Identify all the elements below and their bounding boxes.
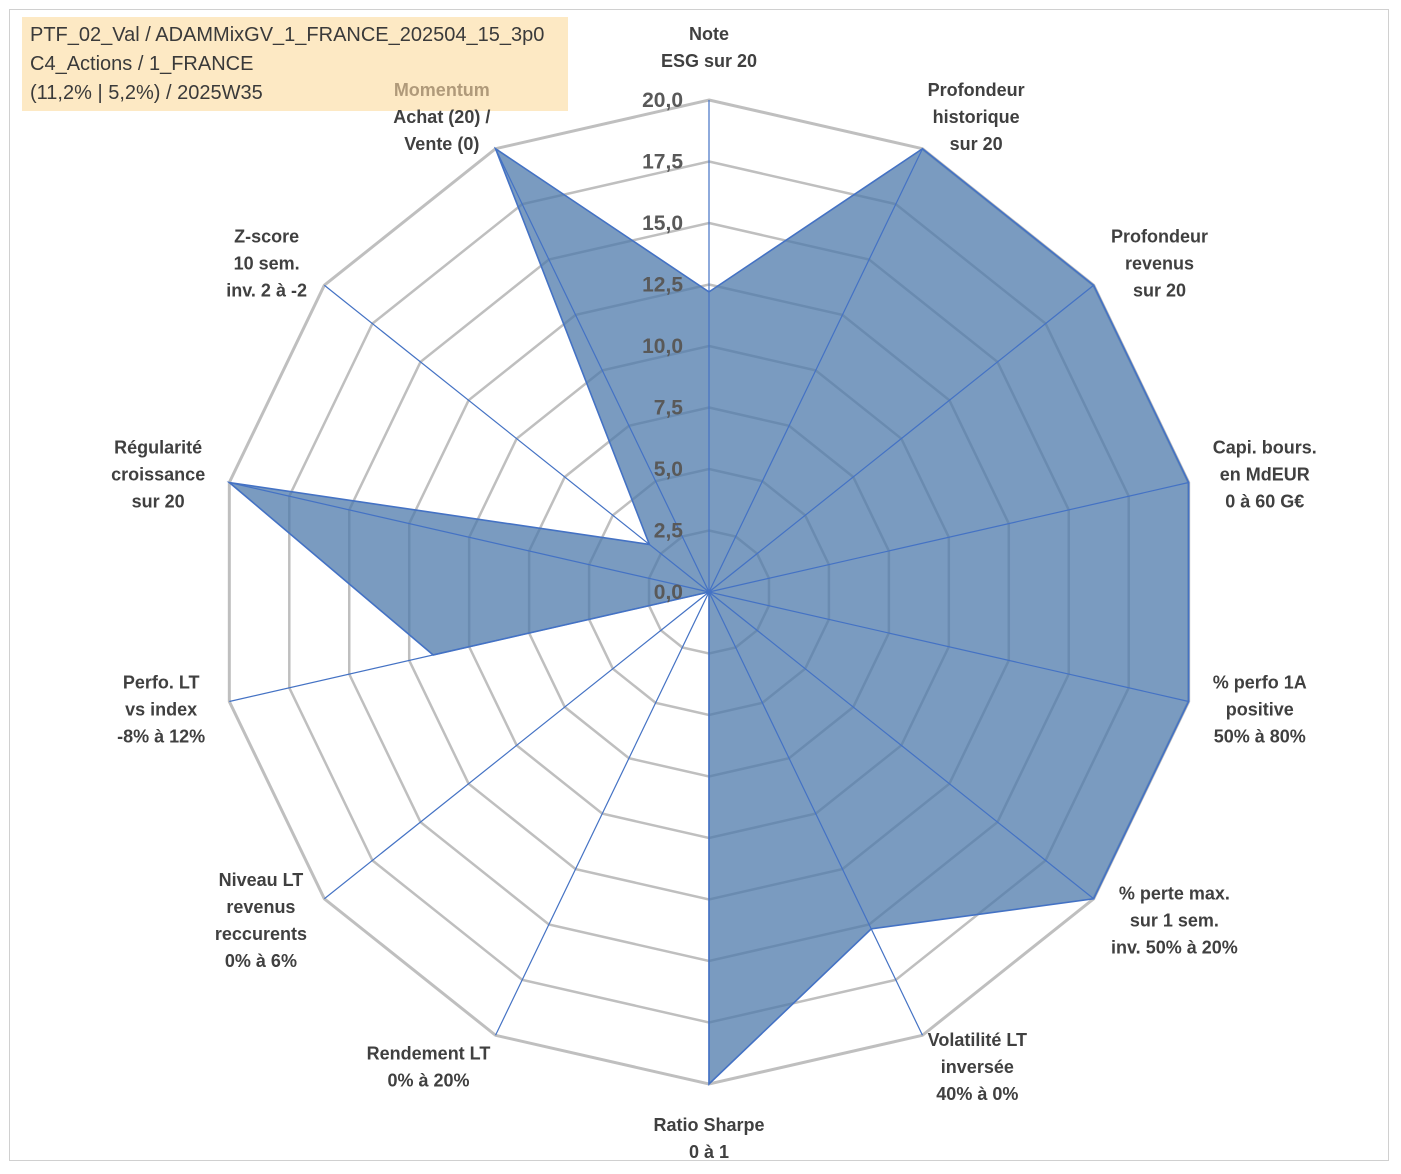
category-label: Momentum Achat (20) / Vente (0) bbox=[393, 80, 490, 154]
category-label: Profondeur revenus sur 20 bbox=[1111, 226, 1208, 300]
category-label-line: revenus bbox=[226, 897, 295, 917]
category-label-line: positive bbox=[1226, 699, 1294, 719]
info-line-stats: (11,2% | 5,2%) / 2025W35 bbox=[30, 82, 263, 104]
category-label-line: croissance bbox=[111, 465, 205, 485]
axis-spoke bbox=[229, 481, 710, 593]
category-label-line: 0 à 1 bbox=[689, 1142, 729, 1162]
category-label-line: Régularité bbox=[114, 438, 202, 458]
category-label-line: sur 1 sem. bbox=[1130, 911, 1219, 931]
radial-tick-labels: 0,0 2,5 5,0 7,5 10,0 12,5 15,0 17,5 20,0 bbox=[642, 89, 683, 604]
category-label-line: Momentum bbox=[394, 80, 490, 100]
tick-label: 0,0 bbox=[654, 581, 683, 604]
category-label-line: Perfo. LT bbox=[123, 672, 200, 692]
axis-spoke bbox=[708, 284, 1095, 593]
category-label-line: inversée bbox=[941, 1057, 1014, 1077]
category-label-line: 50% à 80% bbox=[1214, 726, 1306, 746]
axis-spoke bbox=[708, 481, 1189, 593]
category-label-line: Niveau LT bbox=[219, 870, 304, 890]
axis-spoke bbox=[708, 591, 1189, 703]
category-label-line: % perte max. bbox=[1119, 884, 1230, 904]
category-label-line: 40% à 0% bbox=[936, 1084, 1018, 1104]
category-label-line: sur 20 bbox=[950, 134, 1003, 154]
category-label-line: en MdEUR bbox=[1220, 465, 1310, 485]
category-label-line: 0 à 60 G€ bbox=[1225, 492, 1304, 512]
category-label-line: Vente (0) bbox=[404, 134, 479, 154]
category-labels: Note ESG sur 20 Profondeur historique sur 20… bbox=[111, 24, 1317, 1162]
category-label: % perfo 1A positive 50% à 80% bbox=[1213, 672, 1307, 746]
category-label-line: Profondeur bbox=[1111, 226, 1208, 246]
tick-label: 20,0 bbox=[642, 89, 683, 112]
category-label: Capi. bours. en MdEUR 0 à 60 G€ bbox=[1213, 438, 1317, 512]
category-label-line: Note bbox=[689, 24, 729, 44]
tick-label: 2,5 bbox=[654, 520, 684, 543]
category-label-line: Rendement LT bbox=[367, 1043, 491, 1063]
category-label: Perfo. LT vs index -8% à 12% bbox=[117, 672, 205, 746]
axis-spoke bbox=[708, 591, 1095, 900]
category-label-line: Capi. bours. bbox=[1213, 438, 1317, 458]
tick-label: 12,5 bbox=[642, 274, 683, 297]
category-label-line: Volatilité LT bbox=[928, 1030, 1027, 1050]
chart-info-box: PTF_02_Val / ADAMMixGV_1_FRANCE_202504_1… bbox=[22, 17, 568, 111]
category-label-line: Ratio Sharpe bbox=[653, 1115, 764, 1135]
tick-label: 7,5 bbox=[654, 397, 684, 420]
category-label-line: sur 20 bbox=[132, 492, 185, 512]
category-label-line: inv. 2 à -2 bbox=[226, 280, 307, 300]
category-label: Z-score 10 sem. inv. 2 à -2 bbox=[226, 226, 307, 300]
category-label-line: -8% à 12% bbox=[117, 726, 205, 746]
radar-spokes bbox=[229, 100, 1189, 1084]
tick-label: 5,0 bbox=[654, 458, 683, 481]
category-label: Volatilité LT inversée 40% à 0% bbox=[928, 1030, 1027, 1104]
category-label: Régularité croissance sur 20 bbox=[111, 438, 205, 512]
info-line-category: C4_Actions / 1_FRANCE bbox=[30, 53, 254, 75]
tick-label: 17,5 bbox=[642, 151, 683, 174]
category-label-line: reccurents bbox=[215, 924, 307, 944]
category-label-line: 0% à 6% bbox=[225, 951, 297, 971]
category-label-line: historique bbox=[933, 107, 1020, 127]
category-label: Note ESG sur 20 bbox=[661, 24, 757, 71]
tick-label: 15,0 bbox=[642, 212, 683, 235]
category-label-line: revenus bbox=[1125, 253, 1194, 273]
category-label-line: Z-score bbox=[234, 226, 299, 246]
axis-spoke bbox=[708, 148, 924, 593]
category-label-line: Achat (20) / bbox=[393, 107, 490, 127]
tick-label: 10,0 bbox=[642, 335, 683, 358]
category-label-line: ESG sur 20 bbox=[661, 51, 757, 71]
category-label: % perte max. sur 1 sem. inv. 50% à 20% bbox=[1111, 884, 1238, 958]
category-label-line: % perfo 1A bbox=[1213, 672, 1307, 692]
category-label-line: 10 sem. bbox=[234, 253, 300, 273]
category-label-line: Profondeur bbox=[928, 80, 1025, 100]
category-label: Ratio Sharpe 0 à 1 bbox=[653, 1115, 764, 1162]
category-label-line: 0% à 20% bbox=[387, 1070, 469, 1090]
category-label-line: inv. 50% à 20% bbox=[1111, 938, 1238, 958]
axis-spoke bbox=[323, 591, 710, 900]
category-label: Rendement LT 0% à 20% bbox=[367, 1043, 491, 1090]
category-label-line: sur 20 bbox=[1133, 280, 1186, 300]
category-label: Niveau LT revenus reccurents 0% à 6% bbox=[215, 870, 307, 971]
axis-spoke bbox=[229, 591, 710, 703]
axis-spoke bbox=[708, 591, 924, 1036]
axis-spoke bbox=[494, 148, 710, 593]
info-line-portfolio: PTF_02_Val / ADAMMixGV_1_FRANCE_202504_1… bbox=[30, 24, 545, 46]
category-label-line: vs index bbox=[125, 699, 197, 719]
category-label: Profondeur historique sur 20 bbox=[928, 80, 1025, 154]
axis-spoke bbox=[494, 591, 710, 1036]
axis-spoke bbox=[323, 284, 710, 593]
